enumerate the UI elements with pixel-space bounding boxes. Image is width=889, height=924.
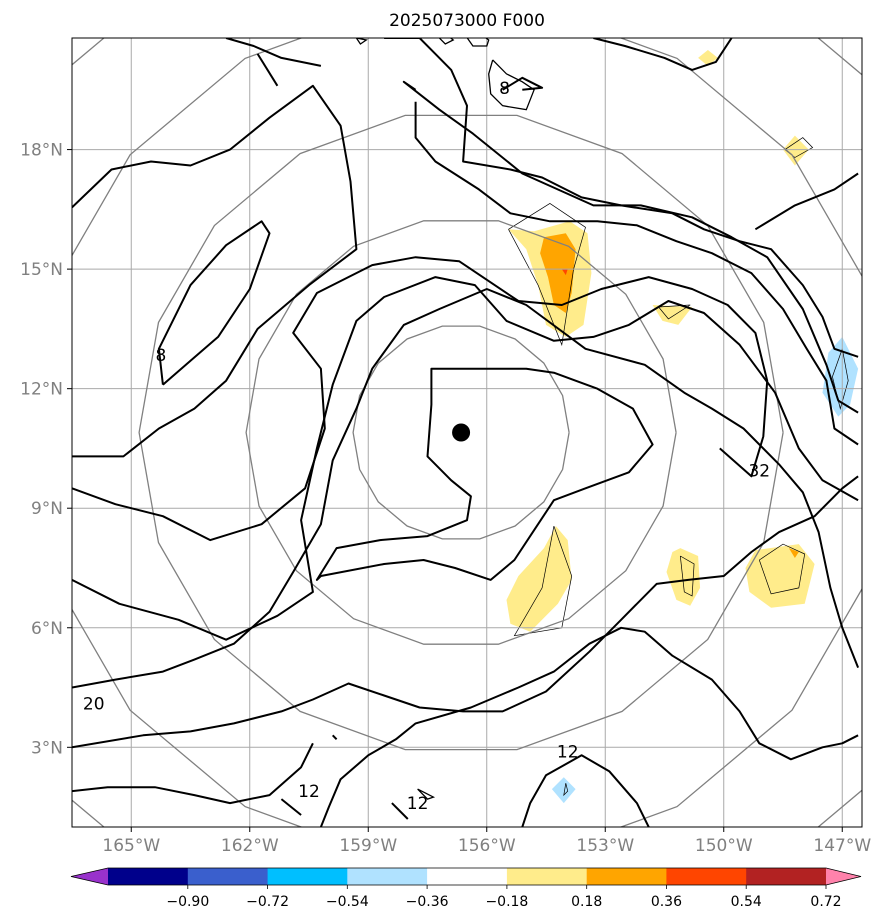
coastlines <box>355 38 535 800</box>
contour-label-2: 32 <box>748 461 770 481</box>
shaded-region-10 <box>822 336 859 417</box>
colorbar-tick-label-7: 0.54 <box>731 894 762 910</box>
contour-label-5: 12 <box>298 782 320 802</box>
coastline-1 <box>466 38 490 47</box>
lat-tick-label-0: 3°N <box>31 738 63 758</box>
shaded-region-5 <box>745 544 815 608</box>
lon-tick-label-6: 147°W <box>813 836 871 856</box>
contour-line-19 <box>256 53 279 87</box>
contour-line-4 <box>72 475 859 749</box>
lon-tick-label-0: 165°W <box>102 836 160 856</box>
colorbar-segment-4 <box>427 868 508 885</box>
colorbar-tick-label-3: −0.36 <box>406 894 449 910</box>
colorbar-extend-high <box>826 868 861 885</box>
colorbar-segment-6 <box>586 868 668 885</box>
lat-tick-label-5: 18°N <box>20 141 63 161</box>
thin-contour-7 <box>563 783 569 797</box>
contour-label-0: 8 <box>499 79 510 99</box>
thin-contour-4 <box>658 304 691 320</box>
shaded-region-6 <box>788 548 799 558</box>
contour-label-6: 12 <box>407 794 429 814</box>
lat-tick-label-1: 6°N <box>31 619 63 639</box>
lon-tick-label-1: 162°W <box>221 836 279 856</box>
thin-contour-3 <box>758 543 806 595</box>
contour-line-5 <box>72 288 860 689</box>
lon-tick-label-4: 153°W <box>576 836 634 856</box>
range-ring-1 <box>245 220 677 645</box>
contour-line-12 <box>414 101 859 446</box>
coastline-4 <box>417 788 436 800</box>
contour-line-16 <box>502 76 544 91</box>
shaded-region-2 <box>561 269 568 276</box>
lat-lon-grid <box>72 38 862 827</box>
shaded-region-1 <box>540 233 576 313</box>
colorbar-segment-1 <box>187 868 269 885</box>
range-ring-2 <box>138 114 784 751</box>
contour-line-1 <box>157 220 271 386</box>
shaded-field <box>506 50 859 804</box>
contour-lines <box>72 38 860 827</box>
chart-title: 2025073000 F000 <box>389 11 545 31</box>
thin-contour-6 <box>832 348 849 410</box>
colorbar: −0.90 −0.72 −0.54 −0.36 −0.18 0.18 0.36 0.54 0.7… <box>70 867 862 910</box>
colorbar-tick-label-4: −0.18 <box>485 894 528 910</box>
contour-line-20 <box>331 734 338 740</box>
shaded-region-4 <box>666 548 701 606</box>
contour-line-11 <box>402 80 859 414</box>
contour-line-8 <box>280 798 302 816</box>
shaded-region-9 <box>698 50 718 66</box>
contour-line-17 <box>754 172 859 231</box>
axis-ticks: 165°W 162°W 159°W 156°W 153°W 150°W 147°W 3°N 6°… <box>20 141 871 856</box>
colorbar-segment-2 <box>267 868 348 885</box>
colorbar-segment-0 <box>108 868 189 885</box>
colorbar-tick-label-2: −0.54 <box>326 894 369 910</box>
storm-center-marker <box>452 423 471 442</box>
shaded-region-11 <box>551 777 576 804</box>
colorbar-segment-7 <box>666 868 747 885</box>
colorbar-segment-8 <box>746 868 827 885</box>
colorbar-tick-label-0: −0.90 <box>166 894 209 910</box>
lon-tick-label-3: 156°W <box>458 836 516 856</box>
lat-tick-label-2: 9°N <box>31 499 63 519</box>
colorbar-tick-label-1: −0.72 <box>246 894 289 910</box>
contour-line-9 <box>391 802 409 820</box>
contour-line-15 <box>225 38 322 67</box>
contour-label-3: 20 <box>83 695 105 715</box>
contour-labels: 8 8 32 20 12 12 12 <box>83 79 770 814</box>
contour-line-10 <box>521 754 650 827</box>
contour-line-18 <box>315 367 654 581</box>
range-ring-0 <box>352 325 570 540</box>
contour-line-2 <box>72 256 769 542</box>
contour-label-4: 12 <box>557 742 579 762</box>
lon-tick-label-2: 159°W <box>339 836 397 856</box>
coastline-2 <box>438 38 455 45</box>
map-frame <box>71 37 863 828</box>
shaded-region-8 <box>783 135 809 166</box>
contour-line-13 <box>384 38 859 358</box>
contour-line-3 <box>72 276 859 641</box>
colorbar-tick-label-5: 0.18 <box>571 894 602 910</box>
shaded-region-3 <box>506 526 572 632</box>
colorbar-tick-label-8: 0.72 <box>810 894 841 910</box>
thin-contour-1 <box>513 525 573 637</box>
contour-line-7 <box>72 742 314 805</box>
range-ring-3 <box>72 38 862 827</box>
contour-line-0 <box>72 84 358 458</box>
colorbar-outline <box>70 867 862 886</box>
colorbar-segment-3 <box>347 868 428 885</box>
colorbar-tick-label-6: 0.36 <box>651 894 682 910</box>
lat-tick-label-4: 15°N <box>20 260 63 280</box>
contour-label-1: 8 <box>155 346 166 366</box>
coastline-3 <box>355 38 368 45</box>
contour-line-14 <box>593 38 733 71</box>
lat-tick-label-3: 12°N <box>20 380 63 400</box>
colorbar-extend-low <box>71 868 108 885</box>
coastline-0 <box>488 59 535 111</box>
colorbar-segment-5 <box>506 868 588 885</box>
contour-line-6 <box>319 626 859 827</box>
lon-tick-label-5: 150°W <box>695 836 753 856</box>
